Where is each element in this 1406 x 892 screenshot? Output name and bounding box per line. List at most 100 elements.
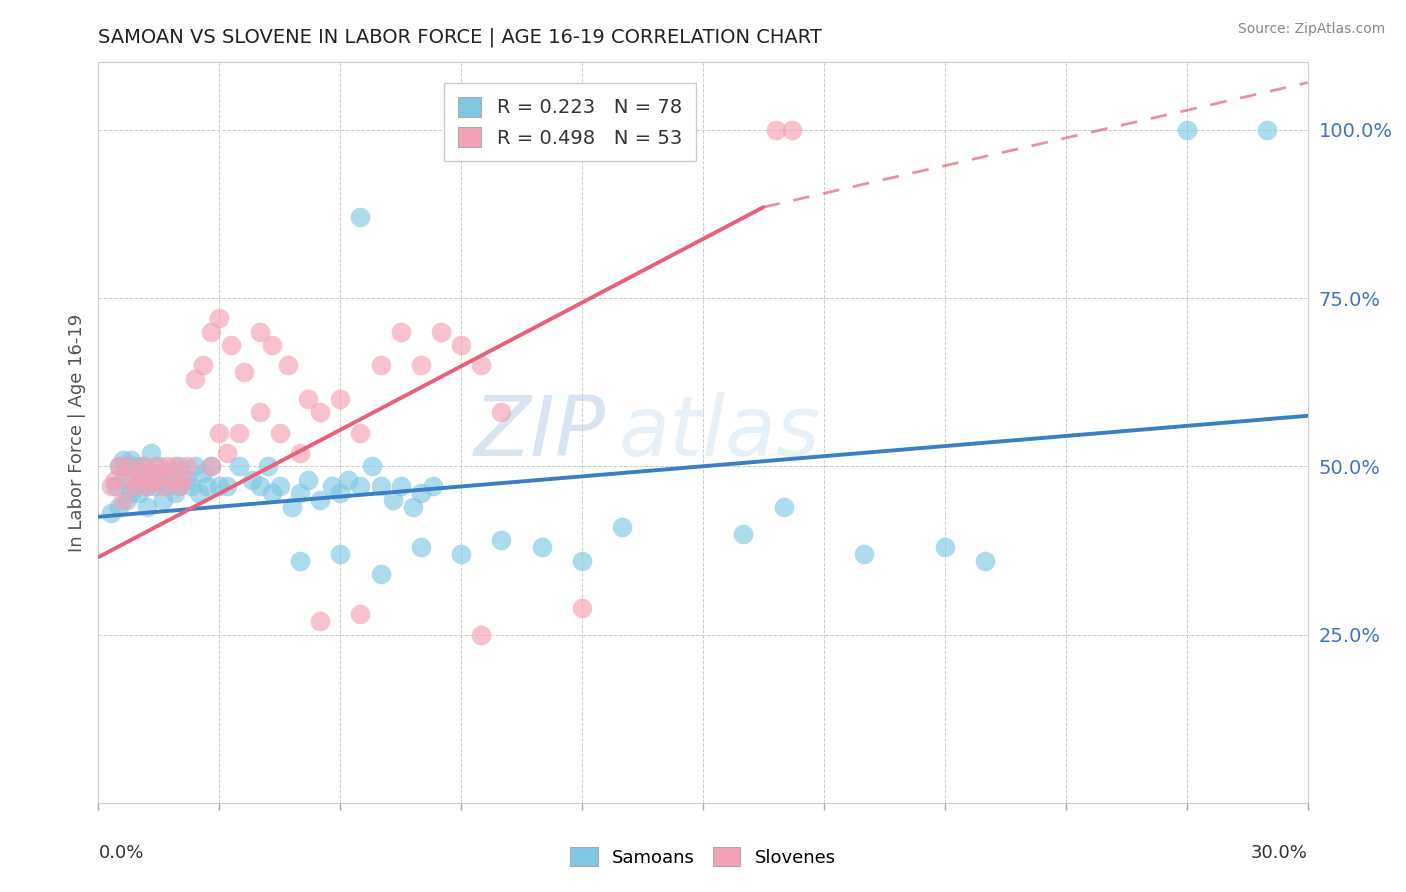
Point: [349, 211, 371, 225]
Point: [221, 338, 243, 352]
Point: [329, 392, 352, 406]
Point: [269, 425, 291, 440]
Point: [208, 479, 231, 493]
Point: [148, 459, 170, 474]
Point: [200, 459, 222, 474]
Point: [297, 392, 319, 406]
Point: [172, 473, 194, 487]
Point: [329, 486, 352, 500]
Point: [103, 473, 125, 487]
Point: [288, 486, 311, 500]
Point: [349, 607, 371, 622]
Point: [1256, 122, 1278, 136]
Point: [111, 452, 134, 467]
Point: [120, 486, 142, 500]
Point: [853, 547, 876, 561]
Point: [176, 473, 198, 487]
Point: [733, 526, 755, 541]
Point: [370, 566, 392, 581]
Point: [111, 473, 134, 487]
Point: [107, 500, 129, 514]
Point: [349, 425, 371, 440]
Text: 0.0%: 0.0%: [98, 844, 143, 862]
Point: [240, 473, 263, 487]
Point: [337, 473, 360, 487]
Point: [249, 479, 271, 493]
Point: [120, 452, 142, 467]
Point: [321, 479, 343, 493]
Point: [195, 479, 218, 493]
Point: [148, 466, 170, 480]
Point: [260, 486, 283, 500]
Point: [409, 359, 432, 373]
Point: [163, 486, 186, 500]
Legend: Samoans, Slovenes: Samoans, Slovenes: [564, 840, 842, 874]
Point: [115, 492, 138, 507]
Point: [148, 473, 170, 487]
Point: [491, 533, 513, 548]
Point: [107, 459, 129, 474]
Point: [269, 479, 291, 493]
Point: [160, 473, 183, 487]
Point: [772, 500, 794, 514]
Point: [612, 520, 634, 534]
Point: [571, 553, 593, 567]
Point: [160, 466, 183, 480]
Point: [309, 614, 332, 628]
Point: [217, 479, 239, 493]
Point: [115, 459, 138, 474]
Point: [163, 459, 186, 474]
Point: [156, 479, 179, 493]
Point: [135, 479, 157, 493]
Point: [152, 473, 174, 487]
Point: [193, 466, 215, 480]
Point: [132, 459, 155, 474]
Point: [450, 338, 472, 352]
Point: [128, 486, 150, 500]
Point: [370, 359, 392, 373]
Point: [124, 459, 146, 474]
Point: [200, 325, 222, 339]
Point: [309, 492, 332, 507]
Point: [176, 459, 198, 474]
Point: [470, 627, 492, 641]
Point: [256, 459, 278, 474]
Point: [100, 479, 122, 493]
Point: [132, 459, 155, 474]
Point: [430, 325, 453, 339]
Point: [934, 540, 956, 554]
Point: [450, 547, 472, 561]
Point: [143, 479, 166, 493]
Point: [1175, 122, 1198, 136]
Text: Source: ZipAtlas.com: Source: ZipAtlas.com: [1237, 22, 1385, 37]
Point: [974, 553, 997, 567]
Point: [765, 122, 787, 136]
Point: [128, 466, 150, 480]
Point: [281, 500, 304, 514]
Point: [188, 486, 211, 500]
Point: [329, 547, 352, 561]
Point: [128, 466, 150, 480]
Point: [208, 425, 231, 440]
Point: [381, 492, 404, 507]
Point: [200, 459, 222, 474]
Text: ZIP: ZIP: [474, 392, 606, 473]
Point: [780, 122, 803, 136]
Point: [139, 446, 162, 460]
Point: [100, 507, 122, 521]
Point: [103, 479, 125, 493]
Point: [361, 459, 384, 474]
Y-axis label: In Labor Force | Age 16-19: In Labor Force | Age 16-19: [67, 313, 86, 552]
Point: [228, 425, 250, 440]
Point: [184, 372, 207, 386]
Point: [249, 325, 271, 339]
Point: [120, 473, 142, 487]
Point: [152, 479, 174, 493]
Point: [107, 459, 129, 474]
Point: [152, 492, 174, 507]
Point: [402, 500, 425, 514]
Point: [115, 459, 138, 474]
Point: [260, 338, 283, 352]
Point: [349, 479, 371, 493]
Point: [389, 325, 412, 339]
